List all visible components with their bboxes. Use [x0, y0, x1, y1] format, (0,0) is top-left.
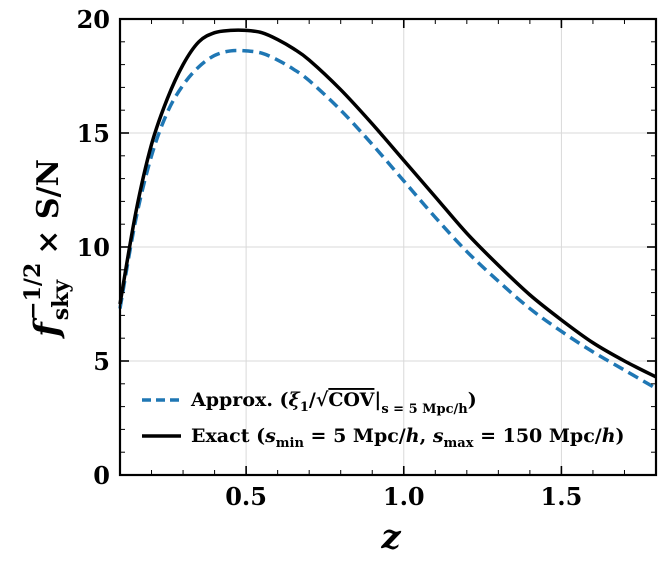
- y-tick-label: 20: [77, 5, 110, 34]
- series-approx-line: [118, 48, 657, 390]
- legend-approx-label: Approx. (ξ1/√COV|s = 5 Mpc/h): [190, 389, 477, 417]
- series-group: [118, 28, 657, 390]
- x-tick-label: 0.5: [225, 482, 267, 511]
- grid: [120, 19, 656, 475]
- x-tick-label: 1.5: [541, 482, 583, 511]
- legend-exact-label: Exact (smin = 5 Mpc/h, smax = 150 Mpc/h): [191, 425, 625, 451]
- y-tick-label: 10: [77, 233, 110, 262]
- x-axis-title: z: [380, 517, 401, 557]
- legend: Approx. (ξ1/√COV|s = 5 Mpc/h) Exact (smi…: [142, 389, 625, 451]
- y-axis-title: fsky−1/2× S/N: [20, 159, 74, 339]
- y-tick-label: 5: [93, 347, 110, 376]
- x-tick-label: 1.0: [383, 482, 425, 511]
- ticks: 0.5 1.0 1.5 0 5 10 15 20: [77, 5, 657, 511]
- series-exact-line: [118, 28, 657, 379]
- y-tick-label: 0: [93, 461, 110, 490]
- y-tick-label: 15: [77, 119, 110, 148]
